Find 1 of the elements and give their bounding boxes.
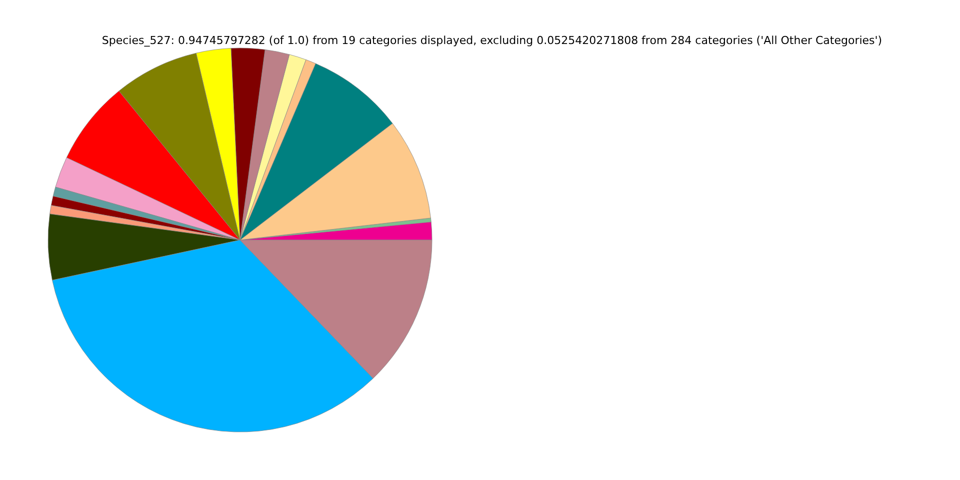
text: Species_527: 0.94745797282 (of 1.0) from 19 categories displayed, excluding 0.0525420271808 from 284 categories ('All Other Categories')	[102, 34, 882, 47]
